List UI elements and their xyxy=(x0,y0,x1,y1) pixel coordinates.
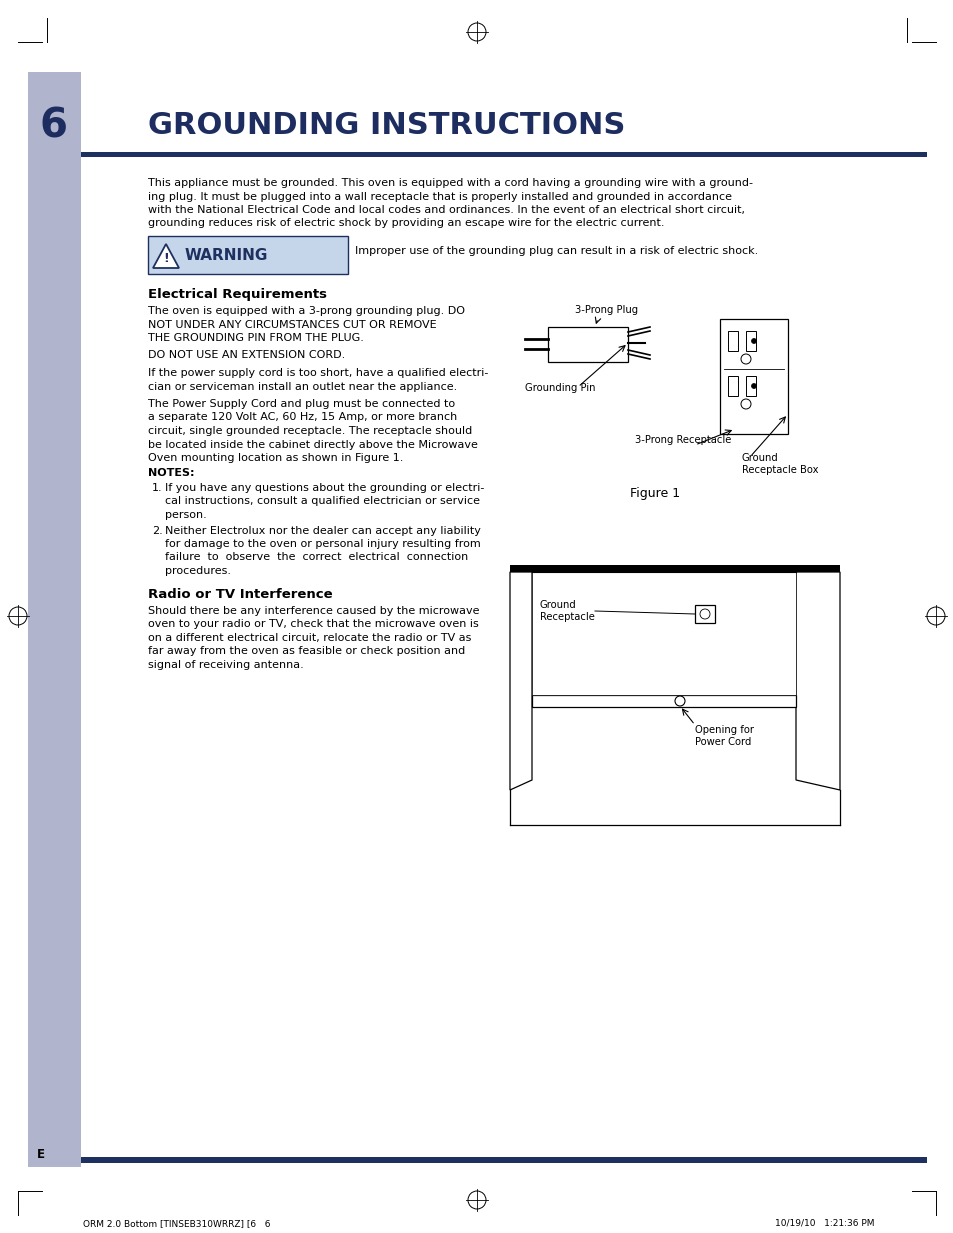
Text: Electrical Requirements: Electrical Requirements xyxy=(148,289,327,301)
Text: failure  to  observe  the  correct  electrical  connection: failure to observe the correct electrica… xyxy=(165,552,468,562)
Text: Should there be any interference caused by the microwave: Should there be any interference caused … xyxy=(148,605,479,615)
Text: 10/19/10   1:21:36 PM: 10/19/10 1:21:36 PM xyxy=(775,1219,874,1228)
Text: Ground
Receptacle Box: Ground Receptacle Box xyxy=(741,453,818,475)
FancyBboxPatch shape xyxy=(532,695,795,707)
Polygon shape xyxy=(510,572,532,790)
Text: E: E xyxy=(37,1148,45,1161)
Circle shape xyxy=(740,354,750,364)
Text: 2.: 2. xyxy=(152,525,163,535)
Circle shape xyxy=(751,383,756,388)
Text: far away from the oven as feasible or check position and: far away from the oven as feasible or ch… xyxy=(148,646,465,656)
FancyBboxPatch shape xyxy=(532,572,795,695)
Text: circuit, single grounded receptacle. The receptacle should: circuit, single grounded receptacle. The… xyxy=(148,425,472,436)
Text: WARNING: WARNING xyxy=(185,248,268,263)
Text: Opening for
Power Cord: Opening for Power Cord xyxy=(695,725,753,747)
FancyBboxPatch shape xyxy=(695,605,714,623)
Text: Improper use of the grounding plug can result in a risk of electric shock.: Improper use of the grounding plug can r… xyxy=(355,247,758,256)
FancyBboxPatch shape xyxy=(727,376,738,396)
Text: signal of receiving antenna.: signal of receiving antenna. xyxy=(148,660,303,670)
Text: Figure 1: Figure 1 xyxy=(629,487,679,501)
Circle shape xyxy=(751,339,756,344)
Text: Ground
Receptacle: Ground Receptacle xyxy=(539,600,595,621)
Text: NOTES:: NOTES: xyxy=(148,469,194,478)
Text: ORM 2.0 Bottom [TINSEB310WRRZ] [6   6: ORM 2.0 Bottom [TINSEB310WRRZ] [6 6 xyxy=(83,1219,271,1228)
Text: If you have any questions about the grounding or electri-: If you have any questions about the grou… xyxy=(165,483,484,493)
Text: !: ! xyxy=(163,252,169,265)
FancyBboxPatch shape xyxy=(745,330,755,351)
Text: 1.: 1. xyxy=(152,483,162,493)
Text: GROUNDING INSTRUCTIONS: GROUNDING INSTRUCTIONS xyxy=(148,111,625,141)
Text: 3-Prong Receptacle: 3-Prong Receptacle xyxy=(635,435,731,445)
Text: ing plug. It must be plugged into a wall receptacle that is properly installed a: ing plug. It must be plugged into a wall… xyxy=(148,191,731,201)
Circle shape xyxy=(675,695,684,707)
Text: This appliance must be grounded. This oven is equipped with a cord having a grou: This appliance must be grounded. This ov… xyxy=(148,178,752,187)
Text: Radio or TV Interference: Radio or TV Interference xyxy=(148,587,333,600)
Text: Neither Electrolux nor the dealer can accept any liability: Neither Electrolux nor the dealer can ac… xyxy=(165,525,480,535)
Text: on a different electrical circuit, relocate the radio or TV as: on a different electrical circuit, reloc… xyxy=(148,633,471,642)
Text: If the power supply cord is too short, have a qualified electri-: If the power supply cord is too short, h… xyxy=(148,367,488,379)
Text: Grounding Pin: Grounding Pin xyxy=(524,383,595,393)
Text: grounding reduces risk of electric shock by providing an escape wire for the ele: grounding reduces risk of electric shock… xyxy=(148,218,664,228)
Text: 3-Prong Plug: 3-Prong Plug xyxy=(575,305,638,314)
FancyBboxPatch shape xyxy=(727,330,738,351)
Polygon shape xyxy=(795,572,840,790)
Text: person.: person. xyxy=(165,510,207,520)
Text: 6: 6 xyxy=(40,106,68,145)
FancyBboxPatch shape xyxy=(745,376,755,396)
Text: Oven mounting location as shown in Figure 1.: Oven mounting location as shown in Figur… xyxy=(148,453,403,464)
Text: procedures.: procedures. xyxy=(165,566,231,576)
Text: cal instructions, consult a qualified electrician or service: cal instructions, consult a qualified el… xyxy=(165,497,479,507)
Text: The Power Supply Cord and plug must be connected to: The Power Supply Cord and plug must be c… xyxy=(148,399,455,409)
FancyBboxPatch shape xyxy=(28,72,81,1166)
Polygon shape xyxy=(152,244,179,268)
Circle shape xyxy=(740,399,750,409)
Text: for damage to the oven or personal injury resulting from: for damage to the oven or personal injur… xyxy=(165,539,480,549)
FancyBboxPatch shape xyxy=(148,236,348,274)
Text: THE GROUNDING PIN FROM THE PLUG.: THE GROUNDING PIN FROM THE PLUG. xyxy=(148,333,363,343)
Text: NOT UNDER ANY CIRCUMSTANCES CUT OR REMOVE: NOT UNDER ANY CIRCUMSTANCES CUT OR REMOV… xyxy=(148,319,436,329)
Text: oven to your radio or TV, check that the microwave oven is: oven to your radio or TV, check that the… xyxy=(148,619,478,629)
FancyBboxPatch shape xyxy=(81,152,926,157)
Text: with the National Electrical Code and local codes and ordinances. In the event o: with the National Electrical Code and lo… xyxy=(148,205,744,215)
Text: a separate 120 Volt AC, 60 Hz, 15 Amp, or more branch: a separate 120 Volt AC, 60 Hz, 15 Amp, o… xyxy=(148,413,456,423)
Text: cian or serviceman install an outlet near the appliance.: cian or serviceman install an outlet nea… xyxy=(148,381,456,392)
Text: The oven is equipped with a 3-prong grounding plug. DO: The oven is equipped with a 3-prong grou… xyxy=(148,306,464,316)
Text: be located inside the cabinet directly above the Microwave: be located inside the cabinet directly a… xyxy=(148,439,477,450)
FancyBboxPatch shape xyxy=(81,1157,926,1163)
FancyBboxPatch shape xyxy=(510,565,840,572)
Circle shape xyxy=(700,609,709,619)
Text: DO NOT USE AN EXTENSION CORD.: DO NOT USE AN EXTENSION CORD. xyxy=(148,350,345,360)
FancyBboxPatch shape xyxy=(720,319,787,434)
